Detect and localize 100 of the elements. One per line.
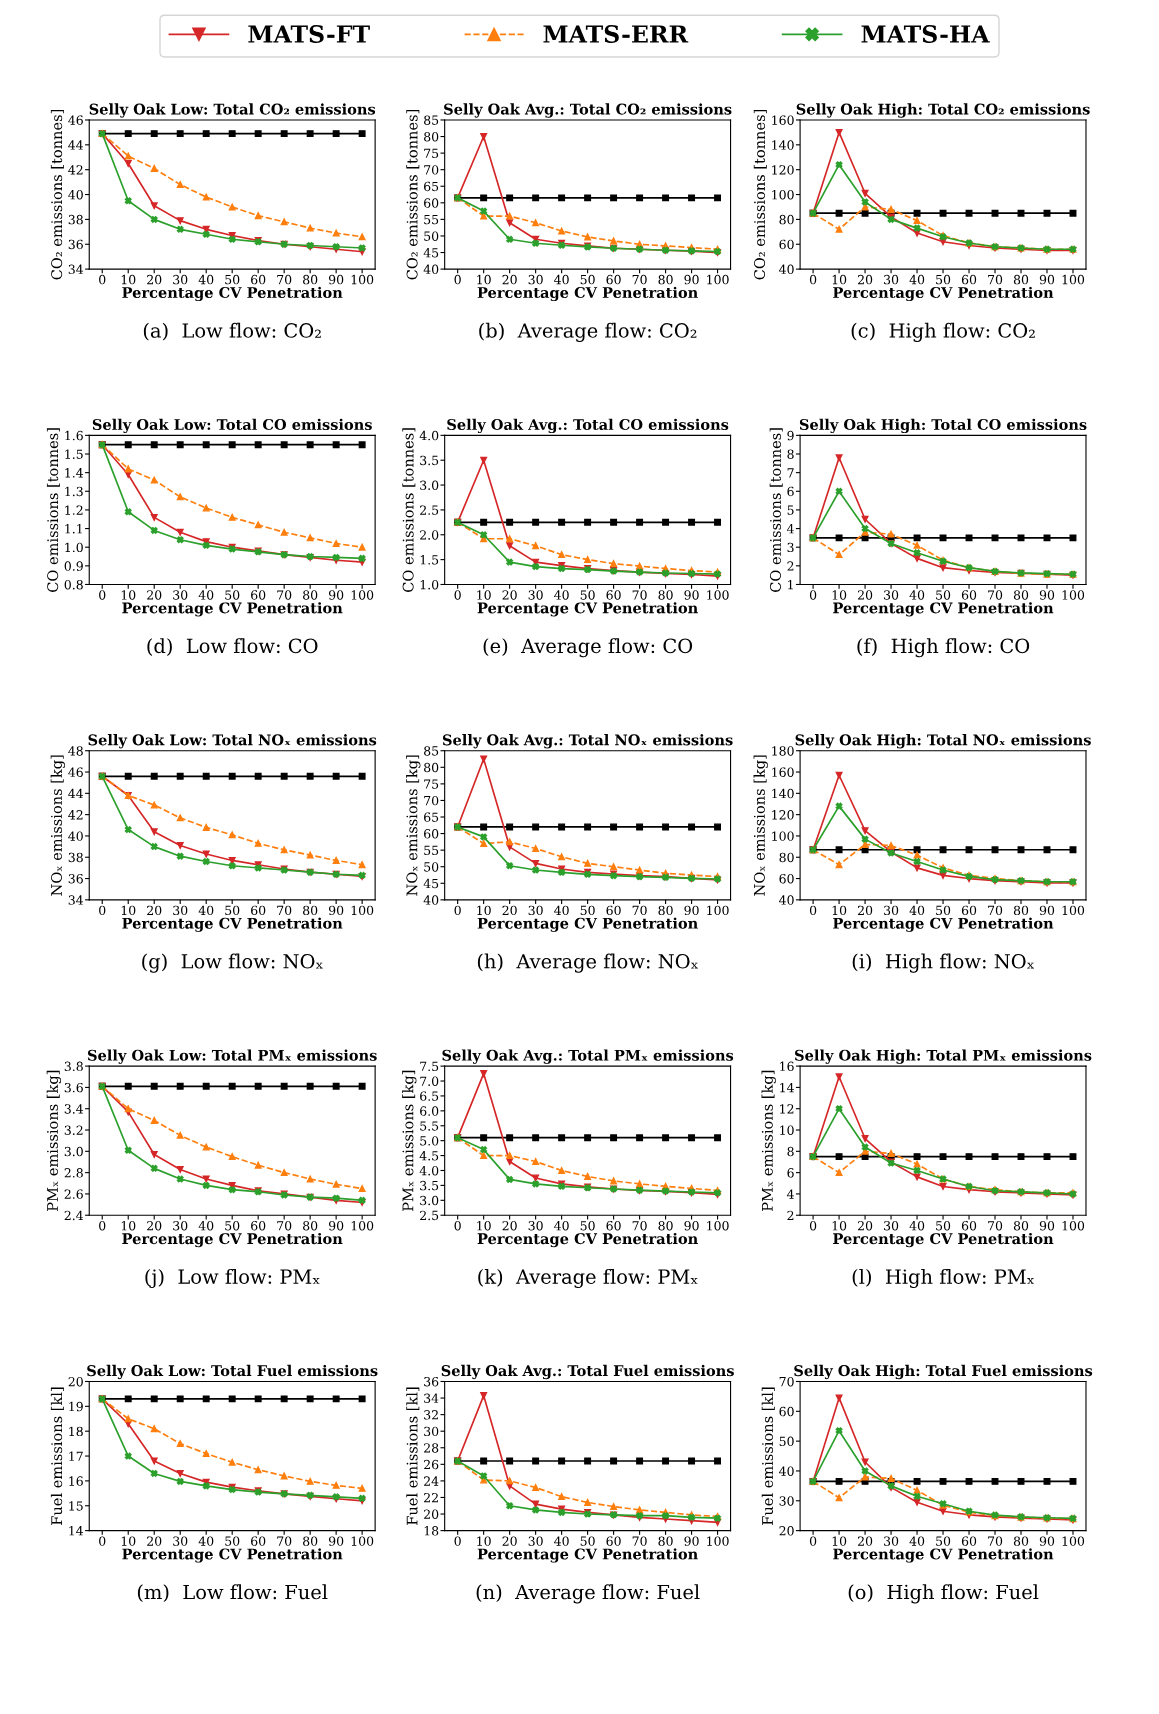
y-axis-title: NOₓ emissions [kg] — [50, 755, 65, 896]
x-tick-label: 0 — [809, 905, 817, 916]
y-tick-label: 80 — [424, 132, 439, 142]
x-tick-label: 10 — [477, 1536, 491, 1546]
y-tick-label: 1.3 — [65, 486, 83, 497]
x-tick-label: 10 — [121, 905, 136, 916]
x-tick-label: 90 — [684, 905, 699, 916]
y-tick-label: 3.0 — [64, 1146, 83, 1157]
x-tick-label: 20 — [502, 590, 517, 600]
text: (a) Low flow: CO₂ — [143, 322, 321, 341]
x-tick-label: 60 — [606, 905, 621, 916]
y-tick-label: 7.0 — [420, 1076, 439, 1086]
x-tick-label: 80 — [303, 274, 318, 285]
y-tick-label: 8 — [787, 1146, 794, 1157]
x-tick-label: 100 — [1062, 1221, 1085, 1231]
x-tick-label: 50 — [936, 1536, 951, 1546]
text: (m) Low flow: Fuel — [137, 1584, 328, 1603]
x-tick-label: 80 — [658, 1536, 673, 1546]
x-tick-label: 50 — [936, 590, 951, 600]
x-axis-title: Percentage CV Penetration — [477, 602, 698, 617]
y-axis-title: CO₂ emissions [tonnes] — [406, 110, 420, 280]
chart-title: Selly Oak Avg.: Total PMₓ emissions — [442, 1049, 734, 1064]
x-tick-label: 40 — [909, 274, 925, 285]
x-axis-title: Percentage CV Penetration — [833, 1548, 1054, 1563]
x-tick-label: 50 — [225, 590, 240, 600]
y-tick-label: 40 — [423, 264, 439, 275]
y-tick-label: 65 — [424, 181, 439, 192]
x-tick-label: 70 — [988, 590, 1003, 600]
x-tick-label: 90 — [328, 905, 344, 916]
y-tick-label: 6.5 — [420, 1091, 439, 1101]
x-tick-label: 50 — [936, 905, 951, 916]
x-tick-label: 10 — [832, 1221, 847, 1231]
x-tick-label: 80 — [1013, 590, 1029, 600]
x-tick-label: 30 — [884, 1221, 899, 1231]
x-tick-label: 30 — [528, 905, 543, 916]
x-tick-label: 70 — [277, 274, 292, 285]
x-axis-title: Percentage CV Penetration — [833, 602, 1054, 617]
y-tick-label: 100 — [772, 831, 794, 841]
x-tick-label: 90 — [684, 590, 699, 600]
x-tick-label: 100 — [1062, 1536, 1085, 1546]
x-tick-label: 10 — [832, 590, 847, 600]
x-tick-label: 60 — [961, 590, 977, 600]
y-tick-label: 32 — [424, 1410, 438, 1420]
x-tick-label: 40 — [554, 905, 569, 916]
x-tick-label: 80 — [303, 1221, 318, 1231]
y-tick-label: 26 — [424, 1459, 439, 1470]
y-tick-label: 85 — [424, 746, 439, 756]
x-tick-label: 90 — [328, 1221, 344, 1231]
y-tick-label: 18 — [424, 1526, 439, 1536]
x-tick-label: 60 — [961, 1536, 977, 1546]
y-tick-label: 2 — [787, 1210, 794, 1220]
y-tick-label: 24 — [424, 1476, 439, 1486]
x-tick-label: 30 — [528, 590, 543, 600]
y-tick-label: 4.0 — [419, 1165, 439, 1176]
x-axis-title: Percentage CV Penetration — [122, 602, 343, 617]
y-tick-label: 100 — [772, 190, 794, 200]
x-tick-label: 70 — [277, 905, 292, 916]
x-tick-label: 20 — [857, 590, 873, 600]
x-axis-title: Percentage CV Penetration — [833, 917, 1054, 932]
y-tick-label: 10 — [780, 1125, 794, 1135]
y-tick-label: 4.0 — [419, 430, 439, 441]
x-tick-label: 30 — [884, 1536, 899, 1546]
text: (i) High flow: NOₓ — [852, 953, 1034, 973]
y-tick-label: 44 — [68, 788, 84, 799]
x-tick-label: 40 — [554, 274, 569, 285]
y-tick-label: 80 — [424, 762, 439, 773]
y-tick-label: 6 — [787, 486, 794, 497]
x-tick-label: 0 — [454, 905, 461, 916]
y-tick-label: 2.8 — [64, 1168, 83, 1178]
chart-title: Selly Oak High: Total CO emissions — [799, 418, 1087, 434]
x-tick-label: 90 — [684, 1221, 699, 1231]
y-tick-label: 45 — [423, 248, 439, 258]
x-tick-label: 10 — [121, 1536, 136, 1546]
y-tick-label: 75 — [424, 779, 439, 789]
y-tick-label: 40 — [68, 831, 83, 841]
x-tick-label: 60 — [961, 1221, 977, 1231]
y-tick-label: 15 — [69, 1501, 83, 1511]
x-tick-label: 90 — [684, 274, 699, 285]
legend-label: MATS-HA — [861, 25, 990, 43]
x-axis-title: Percentage CV Penetration — [833, 1232, 1054, 1248]
x-axis-title: Percentage CV Penetration — [477, 917, 698, 932]
x-tick-label: 10 — [477, 1221, 491, 1231]
text: (b) Average flow: CO₂ — [479, 322, 697, 342]
x-tick-label: 40 — [198, 1536, 214, 1546]
x-tick-label: 20 — [147, 274, 162, 285]
y-tick-label: 80 — [779, 852, 794, 863]
y-tick-label: 16 — [780, 1061, 794, 1072]
chart-title: Selly Oak Avg.: Total CO emissions — [447, 418, 729, 434]
y-tick-label: 20 — [68, 1376, 83, 1387]
y-tick-label: 3.8 — [64, 1061, 83, 1072]
x-tick-label: 60 — [251, 1221, 266, 1231]
x-tick-label: 50 — [580, 1536, 595, 1546]
y-tick-label: 20 — [424, 1509, 439, 1519]
y-tick-label: 48 — [68, 746, 83, 756]
x-tick-label: 40 — [554, 590, 569, 600]
x-tick-label: 90 — [1039, 274, 1055, 285]
y-tick-label: 18 — [69, 1426, 83, 1437]
x-tick-label: 60 — [251, 1536, 266, 1546]
y-tick-label: 40 — [779, 1466, 794, 1476]
y-axis-title: NOₓ emissions [kg] — [753, 755, 768, 896]
